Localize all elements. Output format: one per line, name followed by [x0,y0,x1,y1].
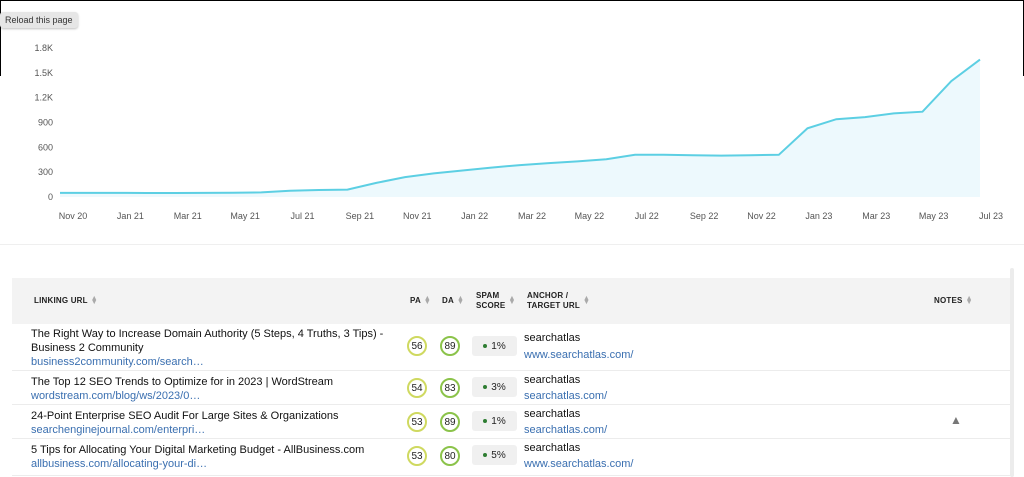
pa-score: 56 [407,336,427,356]
y-tick-label: 1.2K [34,93,53,103]
spam-score-badge: 1% [472,411,517,431]
da-score: 80 [440,446,460,466]
y-tick-label: 1.5K [34,68,53,78]
table-row[interactable]: 5 Tips for Allocating Your Digital Marke… [12,439,1012,476]
col-da-label: DA [442,296,454,305]
x-tick-label: Nov 22 [747,211,776,221]
y-tick-label: 1.8K [34,43,53,53]
spam-score-value: 1% [491,340,506,352]
x-tick-label: Sep 22 [690,211,719,221]
da-score: 89 [440,336,460,356]
y-tick-label: 0 [48,192,53,202]
backlinks-table: LINKING URL ▲ ▼ PA ▲ ▼ DA ▲ ▼ SPAM SCORE ▲ ▼ … [12,278,1012,477]
warning-icon[interactable]: ▲ [950,413,962,427]
anchor-text: searchatlas [524,374,581,386]
spam-score-badge: 3% [472,377,517,397]
linking-url-link[interactable]: wordstream.com/blog/ws/2023/0… [31,390,201,402]
spam-status-dot [483,385,488,389]
spam-score-badge: 1% [472,336,517,356]
spam-score-value: 1% [491,415,506,427]
x-tick-label: Mar 22 [518,211,546,221]
col-notes[interactable]: NOTES ▲ ▼ [934,294,973,306]
spam-status-dot [483,344,488,348]
anchor-text: searchatlas [524,408,581,420]
x-tick-label: Jan 22 [461,211,488,221]
x-tick-label: Mar 23 [862,211,890,221]
sort-icon[interactable]: ▲ ▼ [582,295,591,306]
spam-status-dot [483,419,488,423]
col-da[interactable]: DA ▲ ▼ [442,294,465,306]
table-row[interactable]: 24-Point Enterprise SEO Audit For Large … [12,405,1012,439]
x-tick-label: Jul 21 [290,211,314,221]
col-linking-url-label: LINKING URL [34,296,88,305]
col-spam-label-2: SCORE [476,301,506,310]
linking-page-title[interactable]: 5 Tips for Allocating Your Digital Marke… [31,444,365,456]
pa-score: 54 [407,378,427,398]
col-pa-label: PA [410,296,421,305]
reload-tooltip: Reload this page [0,12,78,28]
spam-score-value: 3% [491,381,506,393]
da-score: 89 [440,412,460,432]
linking-url-link[interactable]: business2community.com/search… [31,356,204,368]
x-tick-label: Jul 23 [979,211,1003,221]
linking-page-title[interactable]: 24-Point Enterprise SEO Audit For Large … [31,410,339,422]
pa-score: 53 [407,412,427,432]
sort-icon[interactable]: ▲ ▼ [508,295,516,306]
x-tick-label: Sep 21 [346,211,375,221]
window-left-border [0,0,1,76]
table-row[interactable]: The Top 12 SEO Trends to Optimize for in… [12,371,1012,405]
sort-icon[interactable]: ▲ ▼ [456,294,465,306]
window-top-border [0,0,1024,1]
table-row[interactable]: The Right Way to Increase Domain Authori… [12,324,1012,371]
anchor-text: searchatlas [524,332,581,344]
target-url-link[interactable]: searchatlas.com/ [524,390,608,402]
col-anchor-target[interactable]: ANCHOR / TARGET URL ▲ ▼ [527,291,590,311]
spam-status-dot [483,453,488,457]
x-tick-label: Nov 20 [59,211,88,221]
chart-area-fill [60,59,980,197]
table-scrollbar[interactable] [1010,268,1014,477]
target-url-link[interactable]: www.searchatlas.com/ [524,458,634,470]
backlinks-chart: 1.8K 1.5K 1.2K 900 600 300 0 Nov 20 Jan 21 Mar 2… [34,43,1003,221]
col-anchor-label-2: TARGET URL [527,301,580,310]
section-divider [0,244,1024,245]
da-score: 83 [440,378,460,398]
chart-series-line [60,58,981,194]
sort-icon[interactable]: ▲ ▼ [423,294,432,306]
x-tick-label: Jan 23 [805,211,832,221]
spam-score-value: 5% [491,449,506,461]
sort-icon[interactable]: ▲ ▼ [90,294,98,306]
col-anchor-label-1: ANCHOR / [527,291,569,300]
col-notes-label: NOTES [934,296,963,305]
linking-url-link[interactable]: allbusiness.com/allocating-your-di… [31,458,208,470]
x-tick-label: Nov 21 [403,211,432,221]
linking-page-title[interactable]: The Top 12 SEO Trends to Optimize for in… [31,376,334,388]
col-pa[interactable]: PA ▲ ▼ [410,294,432,306]
y-tick-label: 300 [38,167,53,177]
target-url-link[interactable]: www.searchatlas.com/ [524,349,634,361]
spam-score-badge: 5% [472,445,517,465]
x-tick-label: May 21 [230,211,260,221]
col-spam-score[interactable]: SPAM SCORE ▲ ▼ [476,291,516,311]
x-tick-label: Mar 21 [174,211,202,221]
table-header: LINKING URL ▲ ▼ PA ▲ ▼ DA ▲ ▼ SPAM SCORE ▲ ▼ … [12,278,1012,324]
target-url-link[interactable]: searchatlas.com/ [524,424,608,436]
x-tick-label: May 23 [919,211,949,221]
col-linking-url[interactable]: LINKING URL ▲ ▼ [34,294,98,306]
x-tick-label: Jul 22 [635,211,659,221]
y-tick-label: 900 [38,118,53,128]
linking-page-title[interactable]: The Right Way to Increase Domain Authori… [31,328,384,354]
y-tick-label: 600 [38,142,53,152]
col-spam-label-1: SPAM [476,291,500,300]
linking-url-link[interactable]: searchenginejournal.com/enterpri… [31,424,206,436]
anchor-text: searchatlas [524,442,581,454]
x-tick-label: May 22 [575,211,605,221]
sort-icon[interactable]: ▲ ▼ [965,294,973,306]
pa-score: 53 [407,446,427,466]
x-tick-label: Jan 21 [117,211,144,221]
